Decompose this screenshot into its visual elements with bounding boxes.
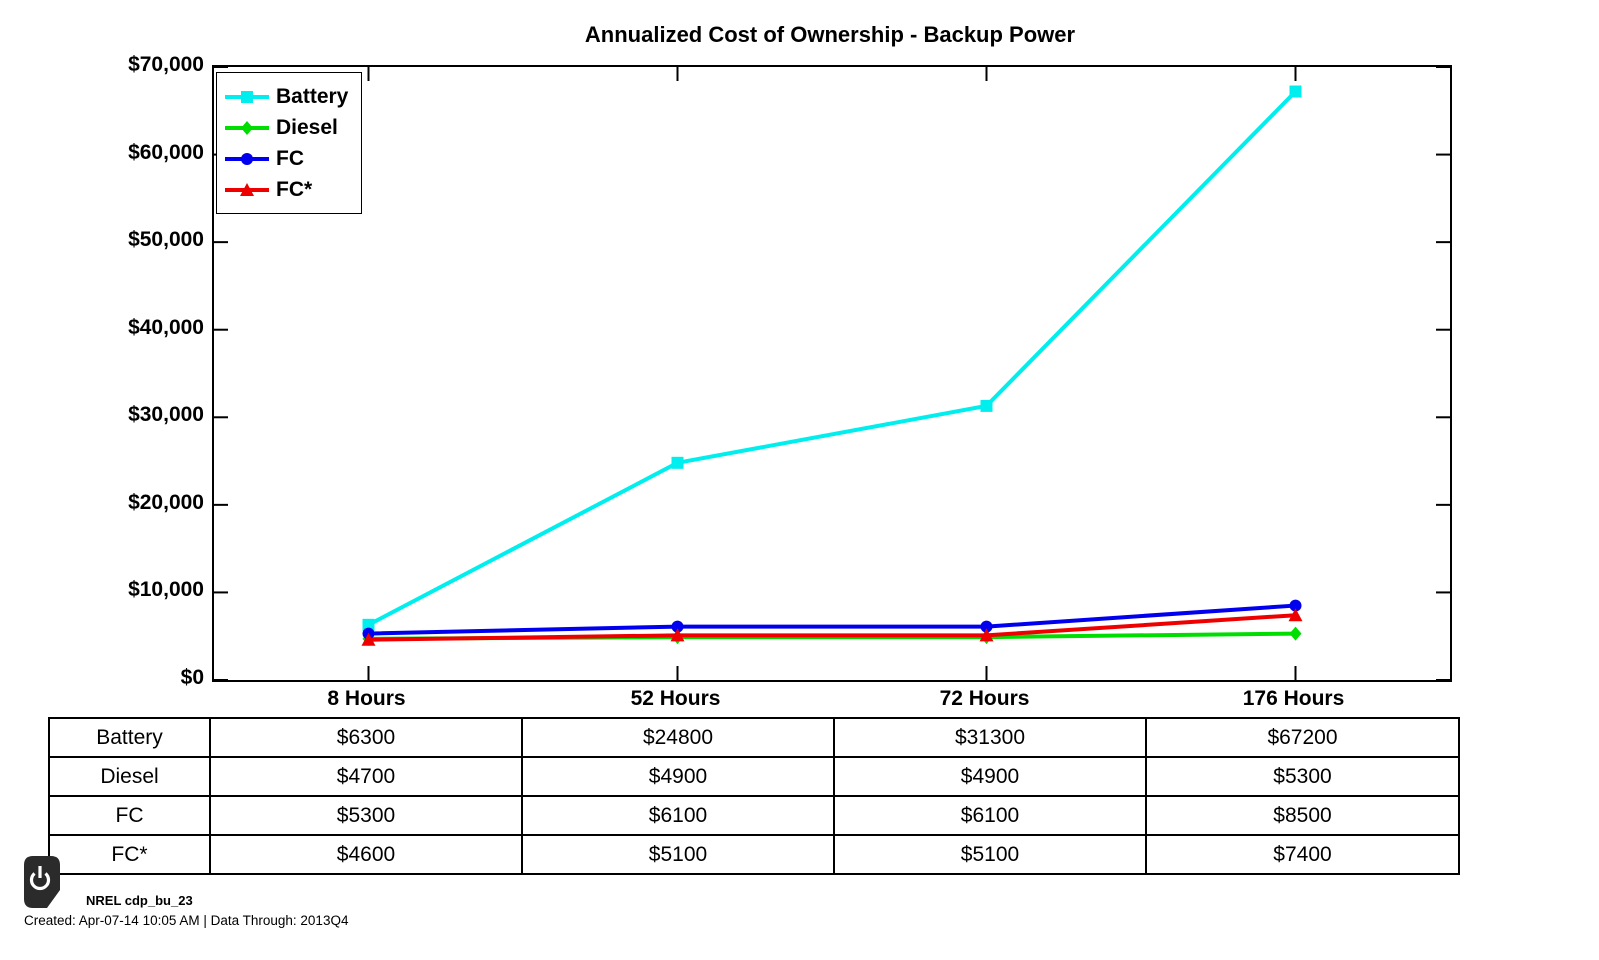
- table-cell: $6300: [209, 717, 523, 758]
- data-point-marker: [671, 620, 684, 633]
- legend-item-battery: Battery: [225, 81, 361, 112]
- table-cell: $67200: [1145, 717, 1460, 758]
- table-cell: $6100: [833, 795, 1147, 836]
- data-point-marker: [980, 620, 993, 633]
- table-row: Battery $6300 $24800 $31300 $67200: [48, 717, 1460, 758]
- table-cell: $5100: [833, 834, 1147, 875]
- table-cell: $4900: [521, 756, 835, 797]
- x-tick-label: 8 Hours: [327, 687, 406, 710]
- chart-title: Annualized Cost of Ownership - Backup Po…: [584, 22, 1076, 47]
- chart-legend: Battery Diesel FC FC*: [216, 72, 362, 214]
- series-line-fc-star: [368, 613, 1296, 642]
- table-row: Diesel $4700 $4900 $4900 $5300: [48, 756, 1460, 797]
- table-cell: $6100: [521, 795, 835, 836]
- plot-area: Battery Diesel FC FC*: [212, 65, 1452, 682]
- legend-label: FC*: [276, 177, 313, 201]
- table-row: FC* $4600 $5100 $5100 $7400: [48, 834, 1460, 875]
- y-tick-label: $60,000: [128, 140, 204, 164]
- table-row: FC $5300 $6100 $6100 $8500: [48, 795, 1460, 836]
- y-tick-label: $0: [180, 666, 204, 689]
- y-tick-label: $10,000: [128, 578, 204, 602]
- table-cell: $7400: [1145, 834, 1460, 875]
- table-cell: $4900: [833, 756, 1147, 797]
- table-cell: $8500: [1145, 795, 1460, 836]
- legend-item-fc: FC: [225, 143, 361, 174]
- table-cell: $31300: [833, 717, 1147, 758]
- table-cell: $24800: [521, 717, 835, 758]
- data-point-marker: [1288, 608, 1303, 622]
- y-tick-label: $40,000: [128, 315, 204, 339]
- data-point-marker: [240, 182, 254, 196]
- y-tick-label: $70,000: [128, 53, 204, 76]
- table-cell: $4700: [209, 756, 523, 797]
- data-point-marker: [1289, 85, 1302, 98]
- table-row-label: Diesel: [48, 756, 211, 797]
- legend-swatch: [225, 152, 269, 165]
- data-point-marker: [361, 632, 376, 646]
- data-point-marker: [670, 628, 685, 642]
- legend-swatch: [225, 182, 269, 196]
- series-line-fc: [368, 603, 1296, 636]
- source-label: NREL cdp_bu_23: [86, 893, 193, 908]
- legend-swatch: [225, 90, 269, 103]
- y-tick-label: $30,000: [128, 403, 204, 427]
- legend-item-fc-star: FC*: [225, 174, 361, 205]
- data-point-marker: [241, 90, 253, 103]
- data-point-marker: [671, 456, 684, 469]
- legend-item-diesel: Diesel: [225, 112, 361, 143]
- legend-label: Diesel: [276, 115, 338, 139]
- data-table: Battery $6300 $24800 $31300 $67200 Diesel $470…: [48, 717, 1460, 875]
- table-cell: $4600: [209, 834, 523, 875]
- table-cell: $5100: [521, 834, 835, 875]
- legend-swatch: [225, 120, 269, 135]
- legend-label: Battery: [276, 84, 349, 108]
- data-point-marker: [241, 152, 253, 165]
- power-icon: [24, 856, 60, 913]
- chart-plot: [214, 67, 1450, 680]
- x-tick-label: 52 Hours: [630, 687, 721, 710]
- table-row-label: Battery: [48, 717, 211, 758]
- y-tick-label: $50,000: [128, 228, 204, 252]
- table-row-label: FC*: [48, 834, 211, 875]
- created-line: Created: Apr-07-14 10:05 AM | Data Throu…: [24, 913, 349, 928]
- legend-label: FC: [276, 146, 304, 170]
- table-cell: $5300: [209, 795, 523, 836]
- data-point-marker: [1289, 599, 1302, 612]
- x-tick-label: 72 Hours: [939, 687, 1030, 710]
- table-cell: $5300: [1145, 756, 1460, 797]
- x-tick-label: 176 Hours: [1242, 687, 1345, 710]
- y-tick-label: $20,000: [128, 490, 204, 514]
- data-point-marker: [979, 628, 994, 642]
- data-point-marker: [1289, 626, 1302, 641]
- series-line-battery: [367, 90, 1297, 627]
- table-row-label: FC: [48, 795, 211, 836]
- data-point-marker: [980, 399, 993, 412]
- data-point-marker: [241, 120, 253, 135]
- data-point-marker: [362, 618, 375, 631]
